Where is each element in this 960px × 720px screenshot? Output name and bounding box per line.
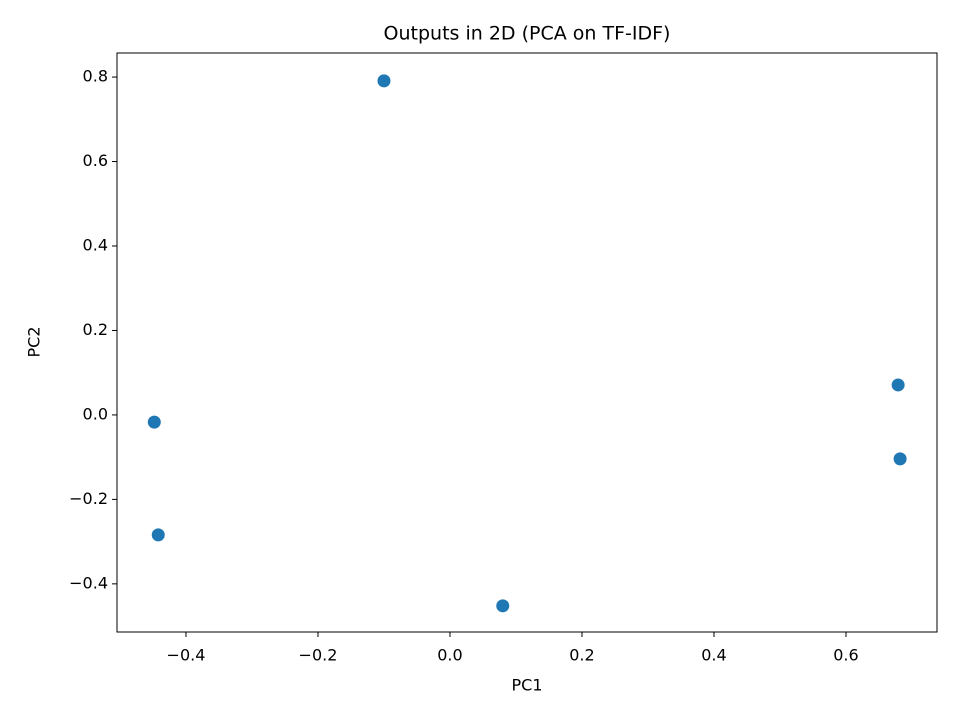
data-point bbox=[151, 528, 165, 542]
data-point bbox=[893, 452, 907, 466]
x-tick-label: 0.4 bbox=[701, 646, 726, 665]
x-tick-label: 0.0 bbox=[437, 646, 462, 665]
y-tick-label: 0.0 bbox=[83, 404, 108, 423]
plot-frame bbox=[116, 52, 938, 633]
x-tick-label: 0.2 bbox=[569, 646, 594, 665]
y-tick-label: 0.6 bbox=[83, 151, 108, 170]
y-tick-label: 0.8 bbox=[83, 67, 108, 86]
x-tick-label: 0.6 bbox=[833, 646, 858, 665]
chart-title: Outputs in 2D (PCA on TF-IDF) bbox=[384, 23, 671, 45]
data-point bbox=[496, 599, 510, 613]
y-tick-label: 0.2 bbox=[83, 320, 108, 339]
y-tick-label: 0.4 bbox=[83, 236, 108, 255]
data-point bbox=[891, 378, 905, 392]
x-tick-label: −0.4 bbox=[167, 646, 206, 665]
y-tick-label: −0.2 bbox=[69, 489, 108, 508]
data-point bbox=[147, 415, 161, 429]
x-axis-label: PC1 bbox=[512, 676, 543, 695]
y-axis-label: PC2 bbox=[25, 327, 44, 358]
y-tick-label: −0.4 bbox=[69, 573, 108, 592]
x-tick-label: −0.2 bbox=[299, 646, 338, 665]
data-point bbox=[377, 74, 391, 88]
